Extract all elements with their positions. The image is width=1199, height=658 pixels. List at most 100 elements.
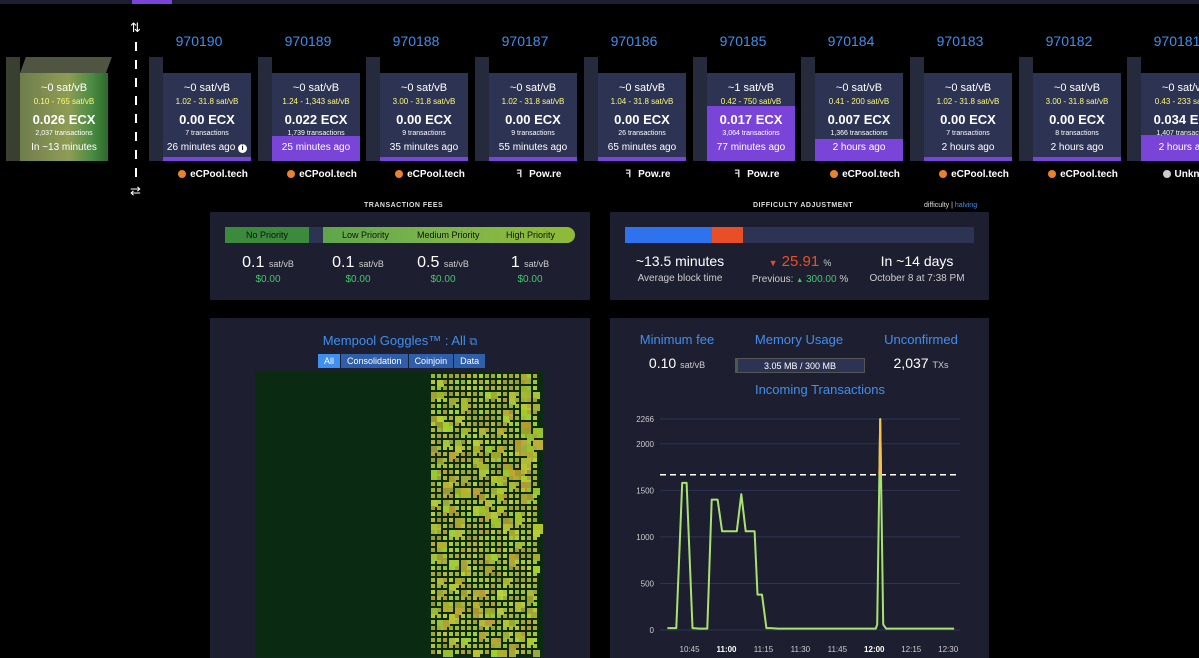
transaction-square[interactable]	[473, 650, 480, 657]
transaction-square[interactable]	[449, 566, 453, 570]
transaction-square[interactable]	[515, 638, 519, 642]
transaction-square[interactable]	[485, 470, 489, 474]
transaction-square[interactable]	[431, 488, 435, 492]
transaction-square[interactable]	[443, 446, 447, 450]
block-pool[interactable]: ꟻ Pow.re	[707, 169, 807, 180]
transaction-square[interactable]	[455, 374, 459, 378]
transaction-square[interactable]	[485, 446, 492, 453]
transaction-square[interactable]	[437, 578, 444, 585]
transaction-square[interactable]	[509, 596, 513, 600]
transaction-square[interactable]	[491, 566, 495, 570]
transaction-square[interactable]	[449, 416, 453, 420]
transaction-square[interactable]	[443, 488, 450, 495]
transaction-square[interactable]	[527, 404, 531, 408]
transaction-square[interactable]	[503, 590, 507, 594]
transaction-square[interactable]	[491, 602, 495, 606]
transaction-square[interactable]	[461, 500, 465, 504]
transaction-square[interactable]	[431, 440, 435, 444]
transaction-square[interactable]	[509, 386, 513, 390]
transaction-square[interactable]	[491, 554, 498, 561]
transaction-square[interactable]	[533, 644, 537, 648]
transaction-square[interactable]	[443, 428, 447, 432]
transaction-square[interactable]	[515, 590, 519, 594]
transaction-square[interactable]	[443, 542, 447, 546]
block-height[interactable]: 970181	[1127, 33, 1199, 49]
transaction-square[interactable]	[533, 596, 537, 600]
transaction-square[interactable]	[455, 614, 459, 618]
transaction-square[interactable]	[455, 584, 459, 588]
transaction-square[interactable]	[431, 374, 435, 378]
transaction-square[interactable]	[437, 638, 441, 642]
transaction-square[interactable]	[473, 560, 477, 564]
transaction-square[interactable]	[515, 398, 519, 402]
transaction-square[interactable]	[497, 404, 501, 408]
transaction-square[interactable]	[533, 572, 537, 576]
transaction-square[interactable]	[491, 608, 495, 612]
transaction-square[interactable]	[449, 470, 453, 474]
transaction-square[interactable]	[497, 548, 501, 552]
transaction-square[interactable]	[491, 434, 495, 438]
transaction-square[interactable]	[455, 482, 459, 486]
transaction-square[interactable]	[533, 446, 537, 450]
transaction-square[interactable]	[533, 548, 537, 552]
transaction-square[interactable]	[437, 398, 441, 402]
transaction-square[interactable]	[479, 638, 483, 642]
transaction-square[interactable]	[467, 602, 471, 606]
transaction-square[interactable]	[533, 620, 537, 624]
transaction-square[interactable]	[527, 518, 531, 522]
transaction-square[interactable]	[485, 638, 489, 642]
transaction-square[interactable]	[527, 482, 531, 486]
transaction-square[interactable]	[491, 440, 495, 444]
transaction-square[interactable]	[503, 440, 507, 444]
transaction-square[interactable]	[473, 524, 477, 528]
transaction-square[interactable]	[503, 608, 507, 612]
transaction-square[interactable]	[479, 374, 483, 378]
transaction-square[interactable]	[461, 410, 465, 414]
transaction-square[interactable]	[431, 644, 435, 648]
transaction-square[interactable]	[461, 428, 468, 435]
transaction-square[interactable]	[515, 452, 519, 456]
transaction-square[interactable]	[443, 596, 447, 600]
transaction-square[interactable]	[443, 626, 447, 630]
transaction-square[interactable]	[485, 632, 489, 636]
transaction-square[interactable]	[431, 602, 435, 606]
transaction-square[interactable]	[479, 542, 483, 546]
transaction-square[interactable]	[497, 452, 501, 456]
transaction-square[interactable]	[485, 380, 489, 384]
transaction-square[interactable]	[509, 578, 513, 582]
transaction-square[interactable]	[527, 548, 531, 552]
transaction-square[interactable]	[467, 626, 471, 630]
transaction-square[interactable]	[485, 650, 489, 654]
transaction-square[interactable]	[503, 632, 510, 639]
transaction-square[interactable]	[443, 614, 447, 618]
transaction-square[interactable]	[497, 524, 501, 528]
transaction-square[interactable]	[527, 578, 531, 582]
transaction-square[interactable]	[449, 602, 453, 606]
transaction-square[interactable]	[503, 602, 507, 606]
transaction-square[interactable]	[503, 434, 507, 438]
transaction-square[interactable]	[527, 596, 534, 603]
transaction-square[interactable]	[455, 476, 459, 480]
transaction-square[interactable]	[533, 488, 540, 495]
transaction-square[interactable]	[437, 482, 441, 486]
transaction-square[interactable]	[473, 488, 480, 495]
transaction-square[interactable]	[509, 536, 513, 540]
transaction-square[interactable]	[473, 644, 477, 648]
transaction-square[interactable]	[515, 392, 519, 396]
transaction-square[interactable]	[527, 590, 534, 597]
transaction-square[interactable]	[449, 620, 453, 624]
transaction-square[interactable]	[479, 530, 483, 534]
transaction-square[interactable]	[497, 446, 504, 453]
transaction-square[interactable]	[521, 578, 525, 582]
transaction-square[interactable]	[473, 548, 477, 552]
transaction-square[interactable]	[431, 614, 435, 618]
transaction-square[interactable]	[491, 500, 495, 504]
transaction-square[interactable]	[503, 638, 507, 642]
filter-data[interactable]: Data	[454, 354, 486, 368]
transaction-square[interactable]	[431, 572, 435, 576]
transaction-square[interactable]	[527, 626, 531, 630]
transaction-square[interactable]	[467, 566, 471, 570]
transaction-square[interactable]	[509, 566, 513, 570]
transaction-square[interactable]	[437, 536, 441, 540]
